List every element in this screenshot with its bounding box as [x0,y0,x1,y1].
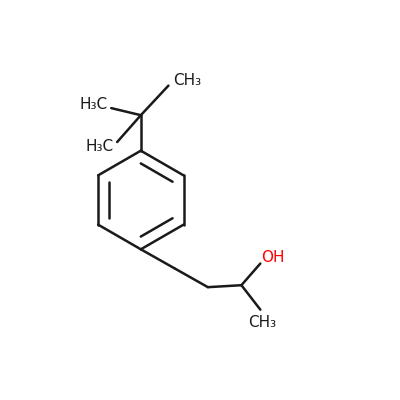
Text: H₃C: H₃C [85,139,114,154]
Text: OH: OH [261,250,285,266]
Text: H₃C: H₃C [80,98,108,112]
Text: CH₃: CH₃ [248,315,276,330]
Text: CH₃: CH₃ [173,73,201,88]
